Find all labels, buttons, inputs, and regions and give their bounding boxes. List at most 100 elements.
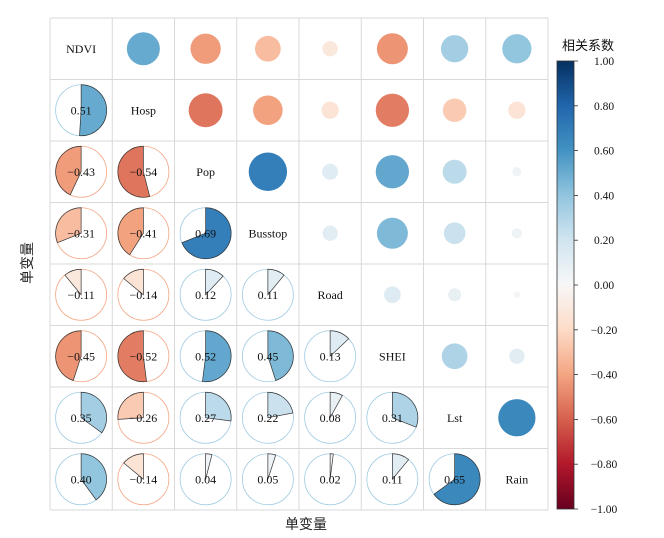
value-label: 0.04	[195, 472, 216, 486]
x-axis-title: 单变量	[285, 517, 327, 533]
colorbar-tick-label: −0.80	[591, 459, 618, 471]
pie-wedge	[392, 453, 410, 481]
pie-wedge	[64, 268, 82, 296]
pie-wedge	[55, 207, 82, 244]
pie-wedge	[181, 207, 232, 260]
correlation-circle	[509, 348, 525, 364]
value-label: 0.02	[320, 472, 341, 486]
correlation-circle	[442, 159, 467, 184]
variable-label: Pop	[196, 165, 215, 179]
variable-label: Lst	[447, 411, 463, 425]
correlation-circle	[513, 291, 521, 299]
pie-wedge	[205, 268, 224, 296]
value-label: 0.11	[382, 472, 403, 486]
value-label: 0.31	[382, 411, 403, 425]
value-label: 0.27	[195, 411, 216, 425]
pie-wedge	[202, 330, 232, 383]
value-label: −0.11	[67, 288, 94, 302]
pie-wedge	[267, 330, 294, 381]
value-label: 0.65	[444, 472, 465, 486]
colorbar-tick-label: −0.20	[591, 325, 618, 337]
value-label: −0.54	[129, 165, 157, 179]
value-label: 0.51	[71, 103, 92, 117]
variable-label: NDVI	[66, 42, 96, 56]
pie-wedge	[205, 391, 232, 422]
correlation-circle	[498, 399, 536, 437]
pie-wedge	[392, 391, 419, 428]
correlation-circle	[508, 101, 526, 119]
correlation-circle	[375, 93, 410, 127]
correlation-circle	[375, 155, 410, 189]
value-label: −0.41	[129, 226, 157, 240]
value-label: 0.13	[320, 349, 341, 363]
value-label: 0.40	[71, 472, 92, 486]
colorbar-tick-label: 0.00	[594, 280, 614, 292]
value-label: −0.26	[129, 411, 157, 425]
correlation-circle	[443, 222, 466, 245]
correlation-circle	[248, 152, 288, 191]
value-label: 0.22	[257, 411, 278, 425]
correlation-circle	[126, 32, 160, 66]
value-label: −0.31	[67, 226, 95, 240]
pie-wedge	[123, 453, 144, 480]
pie-wedge	[117, 207, 144, 256]
colorbar-tick-label: −0.60	[591, 414, 618, 426]
matrix-cells: NDVI 0.51 Hosp −0.43 −0.54 Pop −0.31 −0.41 0.69 B…	[55, 32, 536, 506]
value-label: 0.08	[320, 411, 341, 425]
correlation-circle	[512, 167, 522, 177]
y-axis-title: 单变量	[20, 242, 36, 284]
pie-wedge	[80, 453, 107, 501]
correlation-circle	[321, 101, 339, 119]
correlation-circle	[190, 33, 221, 64]
pie-wedge	[55, 145, 82, 196]
colorbar-tick-label: −0.40	[591, 370, 618, 382]
variable-label: Busstop	[249, 226, 288, 240]
variable-label: Hosp	[131, 103, 156, 117]
matrix-grid	[49, 17, 549, 511]
value-label: 0.45	[257, 349, 278, 363]
value-label: −0.14	[129, 288, 157, 302]
correlation-circle	[440, 35, 469, 63]
correlation-circle	[376, 217, 408, 249]
pie-wedge	[329, 330, 350, 358]
correlation-circle	[502, 34, 532, 64]
variable-label: SHEI	[379, 349, 406, 363]
value-label: −0.43	[67, 165, 95, 179]
correlation-circle	[448, 288, 462, 302]
value-label: 0.35	[71, 411, 92, 425]
value-label: −0.14	[129, 472, 157, 486]
colorbar-tick-label: −1.00	[591, 504, 618, 516]
value-label: 0.69	[195, 226, 216, 240]
pie-wedge	[267, 453, 277, 480]
colorbar-tick-label: 0.80	[594, 101, 614, 113]
correlation-circle	[384, 286, 401, 304]
colorbar-title: 相关系数	[562, 39, 614, 54]
pie-wedge	[117, 330, 147, 383]
colorbar-tick-label: 0.40	[594, 190, 614, 202]
correlation-circle	[322, 163, 339, 180]
correlation-circle	[188, 93, 223, 128]
pie-wedge	[123, 268, 144, 296]
variable-label: Rain	[506, 472, 529, 486]
pie-wedge	[267, 391, 294, 419]
pie-wedge	[55, 330, 82, 381]
correlation-circle	[511, 228, 523, 239]
pie-wedge	[433, 453, 481, 506]
value-label: 0.12	[195, 288, 216, 302]
pie-wedge	[329, 453, 334, 480]
correlation-circle	[322, 41, 338, 57]
value-label: −0.52	[129, 349, 157, 363]
colorbar-tick-label: 0.60	[594, 146, 614, 158]
colorbar-tick-label: 0.20	[594, 235, 614, 247]
correlation-circle	[255, 35, 281, 62]
colorbar-gradient	[556, 60, 575, 510]
colorbar: 相关系数 1.00 0.80 0.60 0.40 0.20 0.00 −0.20 −0.40 −…	[556, 39, 618, 516]
variable-label: Road	[317, 288, 342, 302]
pie-wedge	[117, 391, 144, 420]
colorbar-tick-label: 1.00	[594, 56, 614, 68]
correlation-circle	[253, 95, 283, 126]
value-label: 0.05	[257, 472, 278, 486]
correlation-circle	[322, 225, 338, 241]
pie-wedge	[267, 268, 285, 296]
